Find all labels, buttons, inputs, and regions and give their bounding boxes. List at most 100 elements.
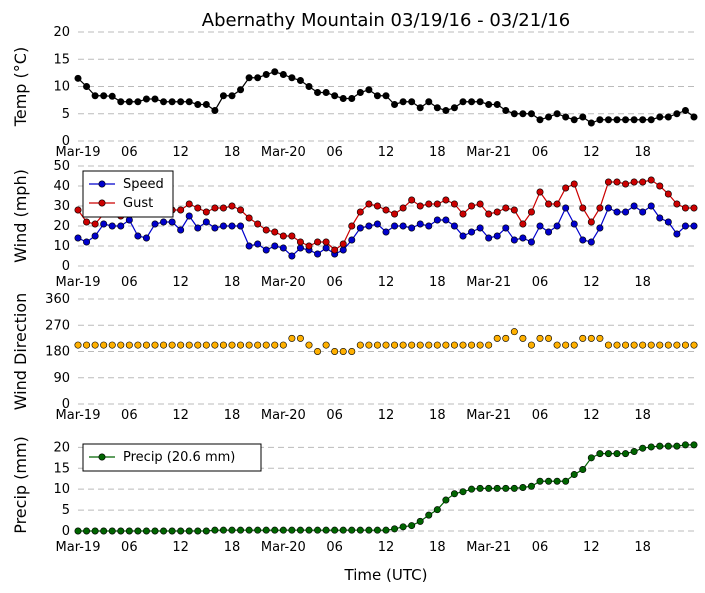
speed-point: [262, 246, 270, 254]
temp-point: [83, 83, 91, 91]
gust-point: [219, 204, 227, 212]
dir-point: [681, 341, 689, 349]
gust-point: [562, 184, 570, 192]
temp-point: [219, 92, 227, 100]
dir-point: [100, 341, 108, 349]
dir-point: [485, 341, 493, 349]
panel-2: 0 90 180 270 360 Mar-19 06 12 18 Mar-20 06 12 18 Mar-…: [11, 292, 698, 423]
speed-point: [664, 218, 672, 226]
temp-point: [519, 110, 527, 118]
temp-point: [100, 92, 108, 100]
speed-point: [365, 222, 373, 230]
temp-point: [91, 92, 99, 100]
dir-point: [536, 334, 544, 342]
speed-point: [570, 220, 578, 228]
y-tick-label: 30: [53, 199, 70, 214]
speed-point: [579, 236, 587, 244]
legend-label-speed: Speed: [123, 177, 164, 192]
gust-point: [74, 206, 82, 214]
temp-point: [630, 116, 638, 124]
temp-point: [279, 71, 287, 79]
precip-point: [305, 526, 313, 534]
x-tick-label: 06: [532, 275, 549, 290]
x-tick-label: 12: [583, 145, 600, 160]
speed-point: [74, 234, 82, 242]
precip-point: [656, 442, 664, 450]
speed-point: [553, 222, 561, 230]
temp-point: [468, 98, 476, 106]
x-tick-label: 06: [326, 540, 343, 555]
speed-point: [117, 222, 125, 230]
dir-point: [433, 341, 441, 349]
y-axis-label: Temp (°C): [11, 47, 30, 127]
dir-point: [442, 341, 450, 349]
temp-point: [160, 98, 168, 106]
precip-point: [570, 471, 578, 479]
dir-point: [322, 341, 330, 349]
temp-point: [416, 104, 424, 112]
gust-point: [433, 200, 441, 208]
speed-point: [673, 230, 681, 238]
temp-point: [673, 110, 681, 118]
dir-point: [673, 341, 681, 349]
x-tick-label: 06: [121, 145, 138, 160]
dir-point: [622, 341, 630, 349]
speed-point: [142, 234, 150, 242]
precip-point: [91, 527, 99, 535]
temp-point: [237, 86, 245, 94]
speed-point: [185, 212, 193, 220]
dir-point: [254, 341, 262, 349]
x-tick-label: 06: [121, 408, 138, 423]
dir-point: [245, 341, 253, 349]
x-tick-label: Mar-21: [466, 408, 511, 423]
gust-point: [656, 182, 664, 190]
temp-point: [373, 92, 381, 100]
speed-point: [288, 252, 296, 260]
dir-point: [416, 341, 424, 349]
precip-point: [562, 477, 570, 485]
legend-box: [82, 170, 174, 218]
gust-point: [271, 228, 279, 236]
y-tick-label: 20: [53, 440, 70, 455]
precip-point: [536, 477, 544, 485]
gust-point: [391, 210, 399, 218]
legend-label-gust: Gust: [123, 196, 153, 211]
precip-point: [211, 526, 219, 534]
precip-point: [271, 526, 279, 534]
precip-point: [219, 526, 227, 534]
precip-point: [108, 527, 116, 535]
precip-point: [476, 484, 484, 492]
x-tick-label: 18: [429, 275, 446, 290]
y-tick-label: 0: [62, 259, 70, 274]
dir-point: [450, 341, 458, 349]
temp-point: [399, 98, 407, 106]
temp-point: [433, 104, 441, 112]
speed-point: [160, 218, 168, 226]
precip-point: [622, 450, 630, 458]
speed-point: [237, 222, 245, 230]
gust-point: [339, 240, 347, 248]
dir-point: [476, 341, 484, 349]
dir-point: [314, 347, 322, 355]
speed-point: [83, 238, 91, 246]
dir-point: [604, 341, 612, 349]
precip-point: [322, 526, 330, 534]
gust-point: [639, 178, 647, 186]
dir-point: [331, 347, 339, 355]
panel-1: 0 10 20 30 40 50 Mar-19 06 12 18 Mar-20 06 12 18 Mar-2…: [11, 159, 698, 290]
speed-point: [202, 218, 210, 226]
y-axis-label: Wind Direction: [11, 293, 30, 411]
temp-point: [493, 100, 501, 108]
speed-point: [194, 224, 202, 232]
gust-point: [459, 210, 467, 218]
legend-marker-gust: [98, 199, 106, 207]
temp-point: [254, 74, 262, 82]
dir-point: [237, 341, 245, 349]
speed-point: [125, 216, 133, 224]
precip-point: [331, 526, 339, 534]
speed-point: [356, 224, 364, 232]
dir-point: [570, 341, 578, 349]
temp-point: [177, 98, 185, 106]
y-tick-label: 40: [53, 179, 70, 194]
dir-point: [553, 341, 561, 349]
